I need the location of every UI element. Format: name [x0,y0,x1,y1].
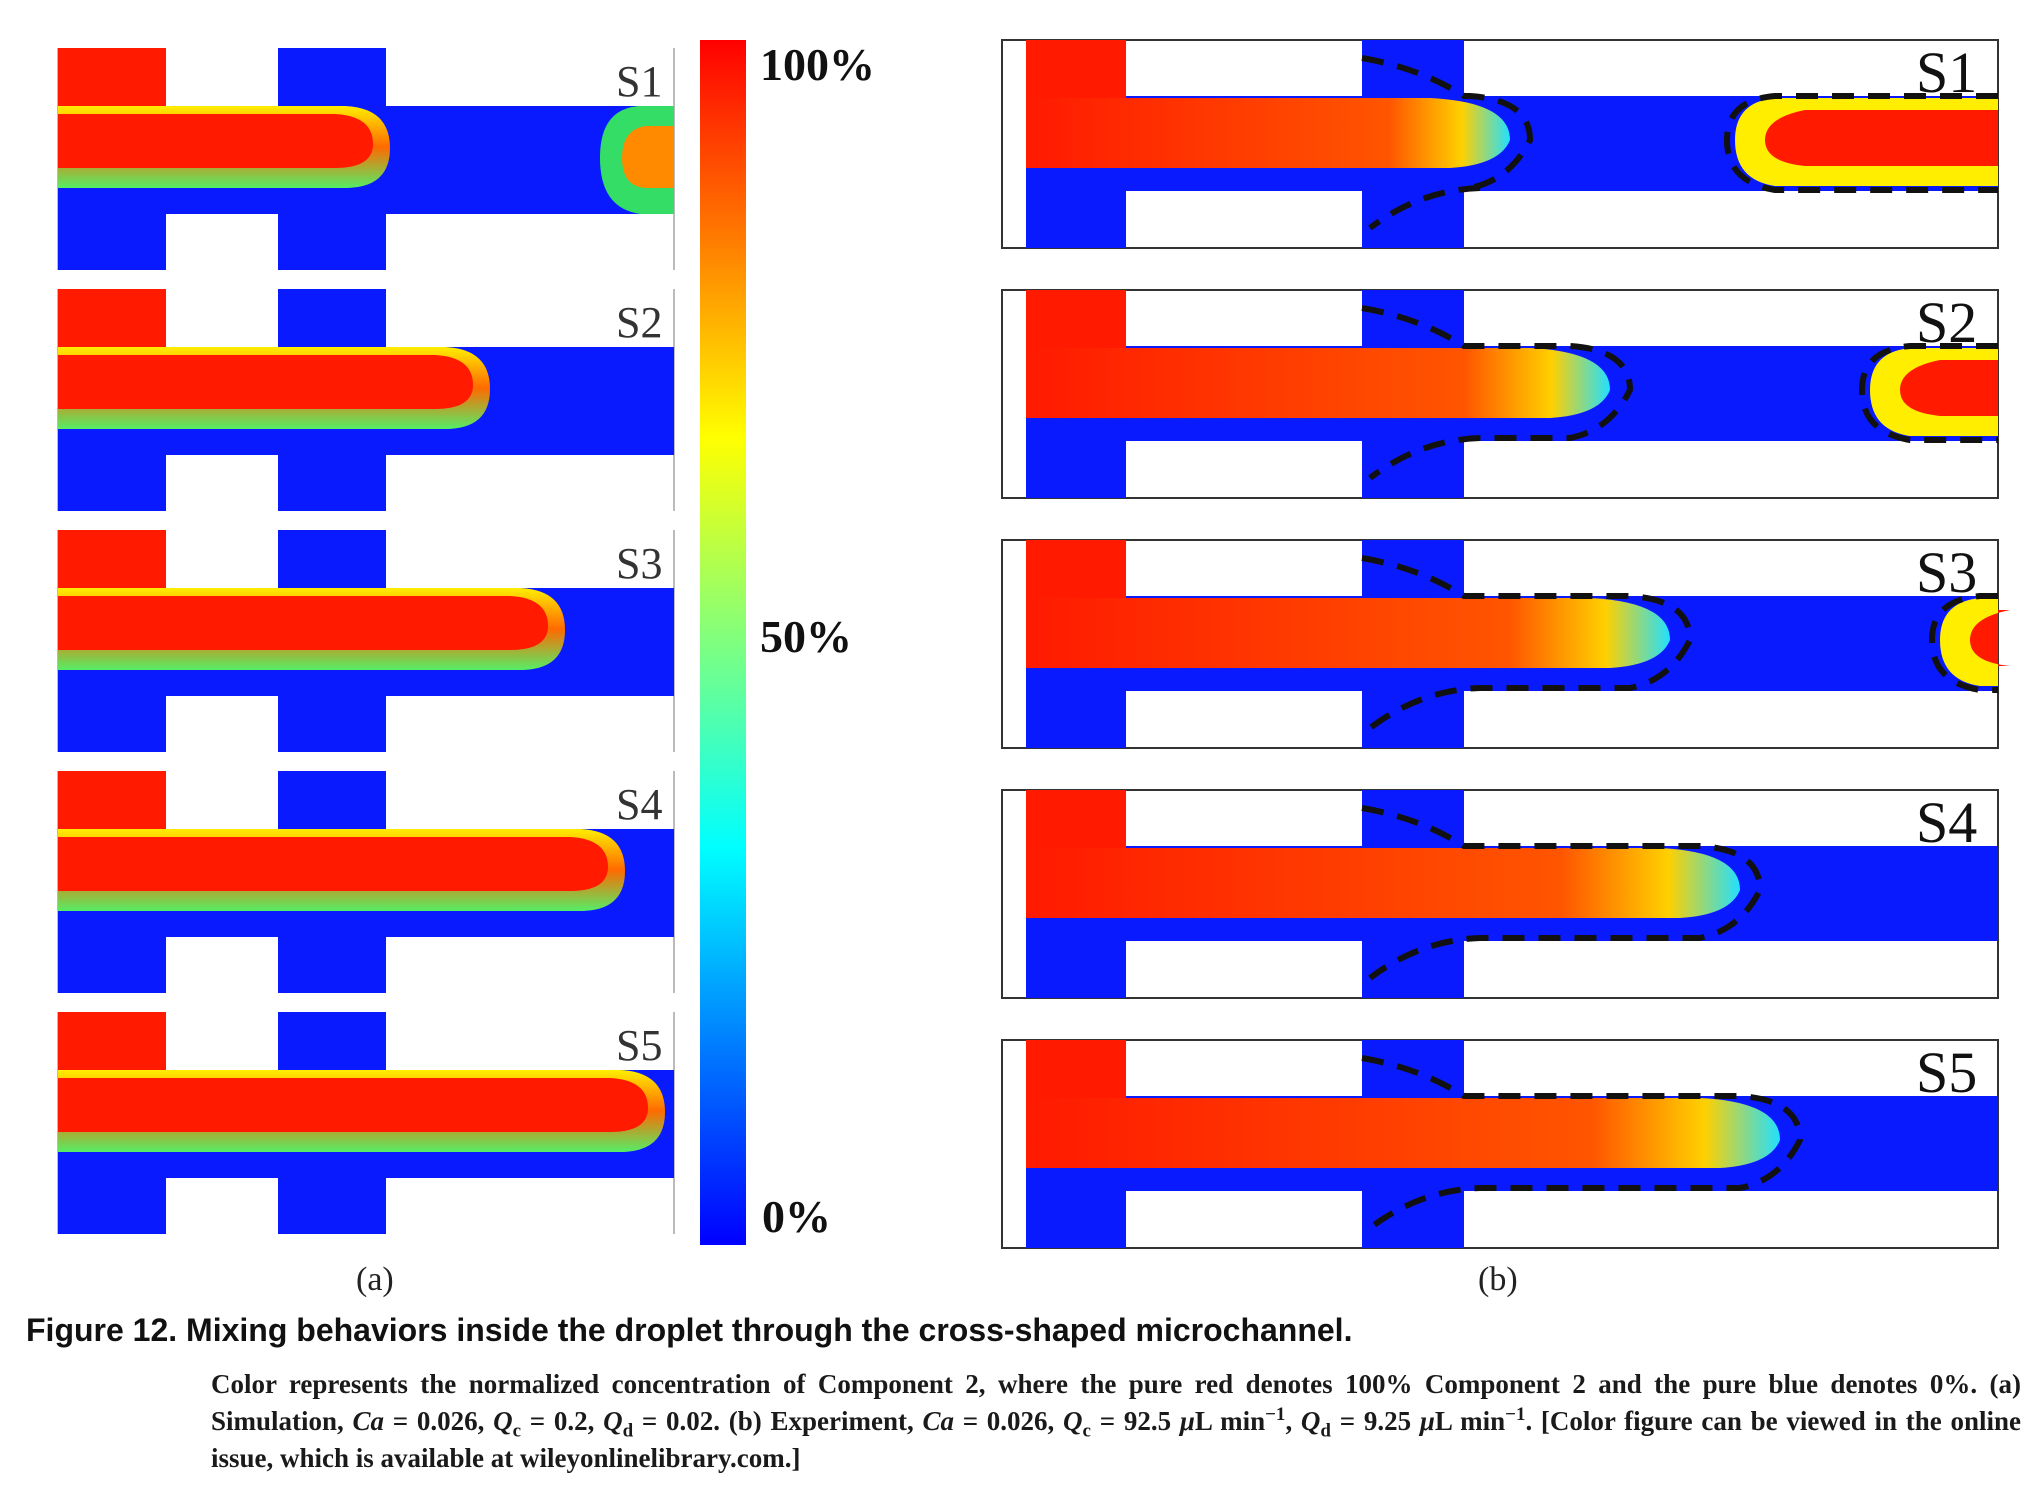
exp-droplet [1026,348,1610,418]
caption-mu-symbol: μ [1419,1406,1435,1436]
colorbar-label-max: 100% [760,39,875,90]
sim-droplet-core [58,114,373,168]
exp-previous-droplet-core [1900,360,1998,416]
sim-droplet-core [58,837,608,891]
exp-droplet-outline [1361,55,1534,231]
exp-row: S1 [1001,39,1999,249]
sim-row: S2 [57,289,675,511]
caption-text-eq6: , [1285,1406,1301,1436]
exp-previous-droplet-outline [1858,343,1998,443]
caption-mu-symbol: μ [1179,1406,1195,1436]
figure-12: S1 S2 S3 S4 S5 100% 50% 0% S1 S2 S3 S4 S5 (a) (b… [57,39,2010,1298]
exp-droplet-outline [1361,805,1764,981]
caption-ca-symbol: Ca [352,1406,385,1436]
sim-row-label: S3 [616,539,662,588]
exp-droplet [1026,1098,1780,1168]
colorbar-gradient [700,40,746,1245]
exp-row-label: S5 [1916,1040,1977,1105]
caption-q-symbol: Q [1300,1406,1321,1436]
sim-row-label: S2 [616,298,662,347]
colorbar: 100% 50% 0% [700,39,875,1245]
panel-a-sublabel: (a) [356,1261,394,1298]
caption-q-symbol: Q [493,1406,513,1436]
exp-row-label: S4 [1916,790,1977,855]
sim-row: S3 [57,530,675,752]
exp-row: S4 [1001,789,1999,999]
sim-droplet-core [58,1078,648,1132]
caption-text-eq2: = 0.2, [521,1406,604,1436]
panel-b-experiment: S1 S2 S3 S4 S5 [1001,39,2010,1249]
panel-a-simulation: S1 S2 S3 S4 S5 [57,48,675,1234]
caption-sub-d: d [622,1420,634,1442]
sim-row: S5 [57,1012,675,1234]
exp-row: S5 [1001,1039,1999,1249]
caption-sub-d: d [1320,1420,1331,1442]
sim-row: S1 [57,48,675,270]
exp-previous-droplet-core [1970,610,2010,666]
caption-q-symbol: Q [1063,1406,1083,1436]
caption-ca-symbol: Ca [922,1406,954,1436]
exp-droplet-outline [1361,305,1634,481]
caption-text-eq4: = 0.026, [953,1406,1064,1436]
exp-previous-droplet-outline [1723,93,1998,193]
caption-sup: −1 [1265,1404,1286,1425]
exp-droplet [1026,98,1510,168]
caption-unit: L min [1194,1406,1266,1436]
exp-droplet-outline [1361,555,1694,731]
caption-text-eq1: = 0.026, [384,1406,494,1436]
caption-text-eq5: = 92.5 [1090,1406,1180,1436]
caption-text-1: Color represents the normalized concentr… [211,1369,2021,1436]
exp-previous-droplet-core [1765,110,1998,166]
exp-row-label: S1 [1916,40,1977,105]
sim-row: S4 [57,771,675,993]
exp-row-label: S2 [1916,290,1977,355]
caption-text-tail: . [Color figure can be viewed in the onl… [211,1406,2022,1473]
caption-q-symbol: Q [603,1406,623,1436]
caption-sub-c: c [1082,1420,1091,1442]
caption-sup: −1 [1505,1404,1526,1425]
colorbar-label-min: 0% [762,1191,831,1242]
exp-row: S3 [1001,539,2010,749]
sim-row-label: S1 [616,57,662,106]
exp-droplet [1026,598,1670,668]
caption-unit: L min [1434,1406,1506,1436]
exp-previous-droplet-outline [1928,593,1998,693]
exp-row-label: S3 [1916,540,1977,605]
caption-sub-c: c [512,1420,522,1442]
exp-droplet-outline [1361,1055,1804,1231]
figure-caption-body: Color represents the normalized concentr… [211,1366,2021,1477]
caption-text-eq7: = 9.25 [1331,1406,1420,1436]
sim-droplet-core [58,355,473,409]
sim-previous-droplet-core [622,126,674,188]
sim-droplet-core [58,596,548,650]
panel-b-sublabel: (b) [1478,1261,1518,1298]
caption-text-eq3: = 0.02. (b) Experiment, [633,1406,923,1436]
figure-caption-title: Figure 12. Mixing behaviors inside the d… [26,1312,1353,1348]
sim-row-label: S5 [616,1021,662,1070]
exp-droplet [1026,848,1740,918]
exp-row: S2 [1001,289,1999,499]
sim-row-label: S4 [616,780,662,829]
colorbar-label-mid: 50% [760,611,852,662]
